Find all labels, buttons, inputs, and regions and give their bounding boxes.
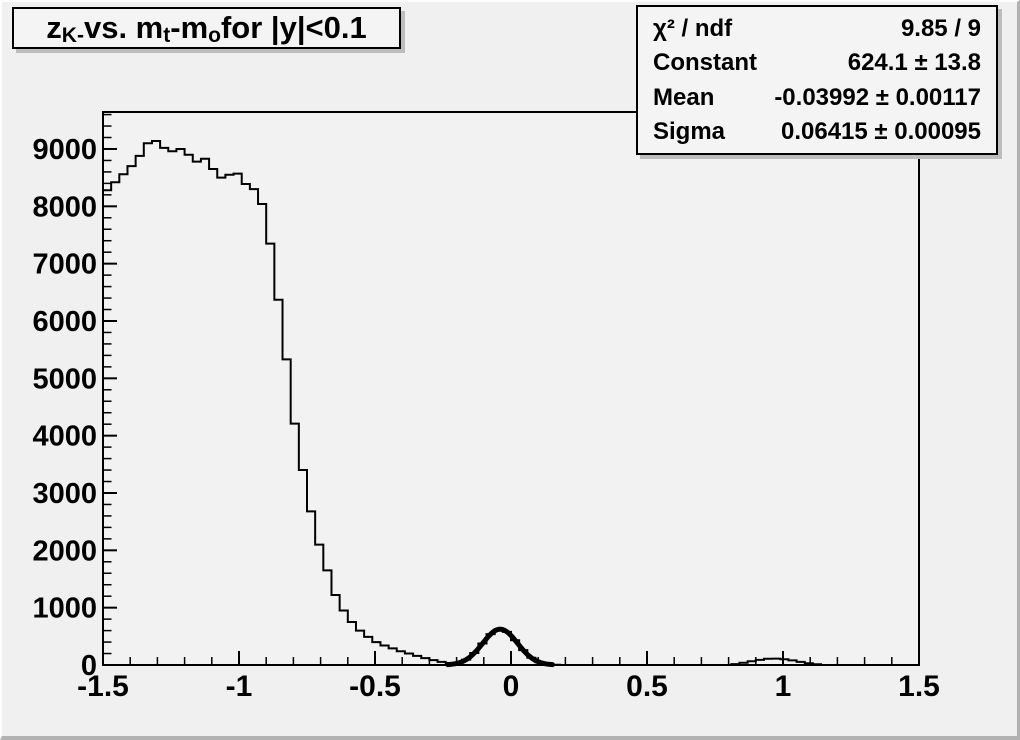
y-axis-tick-label: 1000 [32, 593, 97, 625]
title-text: -m [170, 10, 209, 45]
fit-curve [445, 626, 555, 668]
title-box: z K- vs. m t -m o for |y|<0.1 [12, 7, 401, 49]
y-axis-tick-label: 2000 [32, 535, 97, 567]
stat-value-mean: -0.03992 ± 0.00117 [774, 83, 981, 111]
stat-value-chi2: 9.85 / 9 [900, 14, 981, 42]
y-axis-tick-label: 8000 [32, 191, 97, 223]
stat-value-constant: 624.1 ± 13.8 [847, 49, 981, 77]
stat-value-sigma: 0.06415 ± 0.00095 [780, 118, 981, 146]
title-text: vs. m [83, 10, 164, 45]
stat-label-sigma: Sigma [653, 118, 726, 146]
x-axis-tick-label: 1 [775, 670, 792, 703]
title-subscript: o [208, 24, 221, 47]
x-axis-tick-label: -1.5 [77, 670, 129, 703]
x-axis-tick-label: 0.5 [626, 670, 668, 703]
stat-label-mean: Mean [653, 83, 715, 111]
stat-label-chi2: χ² / ndf [653, 14, 733, 42]
x-axis-tick-label: -0.5 [349, 670, 401, 703]
x-axis-tick-label: -1 [226, 670, 253, 703]
plot-frame [102, 111, 920, 666]
y-axis-tick-label: 7000 [32, 249, 97, 281]
title-subscript: t [163, 24, 171, 47]
title-text: for |y|<0.1 [220, 10, 367, 45]
stats-box: χ² / ndf 9.85 / 9 Constant 624.1 ± 13.8 … [636, 5, 998, 155]
stats-row-constant: Constant 624.1 ± 13.8 [638, 46, 996, 79]
stats-row-chi2: χ² / ndf 9.85 / 9 [638, 12, 996, 45]
histogram-line [102, 139, 919, 666]
stat-label-constant: Constant [653, 49, 757, 77]
y-axis-tick-label: 3000 [32, 478, 97, 510]
x-axis-tick-label: 1.5 [898, 670, 940, 703]
y-axis-tick-label: 5000 [32, 363, 97, 395]
stats-row-mean: Mean -0.03992 ± 0.00117 [638, 81, 996, 114]
x-axis-tick-label: 0 [503, 670, 520, 703]
y-axis-tick-label: 0 [81, 650, 97, 682]
title-text: z [46, 10, 62, 45]
y-axis-tick-label: 4000 [32, 421, 97, 453]
y-axis-tick-label: 6000 [32, 306, 97, 338]
y-axis-tick-label: 9000 [32, 134, 97, 166]
stats-row-sigma: Sigma 0.06415 ± 0.00095 [638, 115, 996, 148]
title-subscript: K- [61, 24, 84, 47]
